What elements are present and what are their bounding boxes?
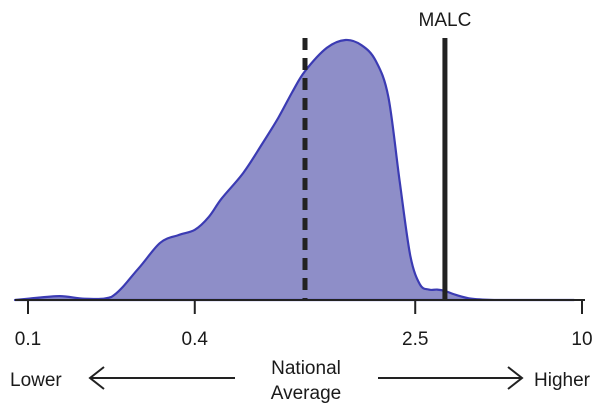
lower-label: Lower [10, 370, 62, 391]
x-tick-label-0: 0.1 [15, 329, 41, 350]
density-area-layer [13, 38, 576, 302]
x-tick-label-1: 0.4 [182, 329, 209, 350]
malc-label: MALC [419, 10, 472, 31]
left-arrow-icon [88, 366, 235, 390]
higher-label: Higher [534, 370, 591, 391]
density-area [13, 38, 576, 302]
x-axis-label-line-2: Average [271, 383, 341, 404]
x-axis-ticks: 0.1 0.4 2.5 10 [15, 300, 593, 350]
direction-annotations: Lower National Average Higher [10, 358, 591, 404]
x-tick-label-2: 2.5 [402, 329, 428, 350]
x-axis-label-line-1: National [271, 358, 341, 379]
right-arrow-icon [378, 366, 524, 390]
x-tick-label-3: 10 [571, 329, 592, 350]
